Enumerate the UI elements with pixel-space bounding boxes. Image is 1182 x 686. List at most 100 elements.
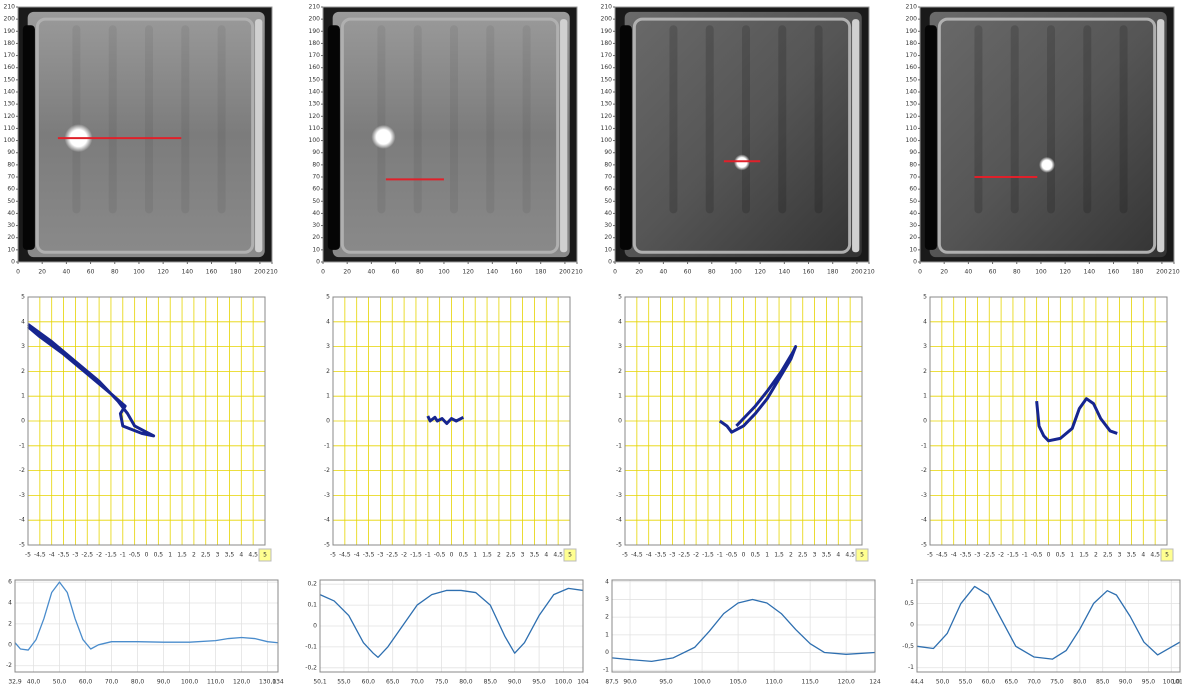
x-tick-label: 40,0	[27, 679, 41, 686]
y-tick-label: 0	[8, 641, 12, 648]
y-tick-label: 180	[601, 40, 613, 47]
x-tick-label: -2	[998, 552, 1004, 559]
y-tick-label: 210	[4, 4, 16, 11]
x-tick-label: 0,5	[751, 552, 761, 559]
y-tick-label: 210	[601, 4, 613, 11]
y-tick-label: 30	[604, 222, 612, 229]
y-tick-label: 4	[8, 600, 12, 607]
x-tick-label: 200	[1156, 269, 1168, 276]
x-tick-label: 2	[192, 552, 196, 559]
x-tick-label: 2	[789, 552, 793, 559]
y-tick-label: 50	[909, 198, 917, 205]
y-tick-label: 2	[326, 368, 330, 375]
y-tick-label: -3	[921, 492, 927, 499]
y-tick-label: 160	[4, 64, 16, 71]
x-tick-label: 140	[1084, 269, 1096, 276]
y-tick-label: -3	[324, 492, 330, 499]
image-border	[614, 6, 870, 263]
image-rod	[705, 25, 714, 214]
image-spot	[371, 124, 396, 149]
y-tick-label: 10	[7, 246, 15, 253]
y-tick-label: -4	[324, 517, 330, 524]
x-tick-label: 100	[438, 269, 450, 276]
plot-border	[624, 296, 863, 546]
y-tick-label: 2	[618, 368, 622, 375]
x-tick-label: 20	[940, 269, 948, 276]
x-tick-label: 0	[918, 269, 922, 276]
x-tick-label: 75,0	[1050, 679, 1064, 686]
y-tick-label: 60	[604, 186, 612, 193]
y-tick-label: 140	[906, 89, 918, 96]
y-tick-label: 200	[601, 16, 613, 23]
y-tick-label: 1	[923, 393, 927, 400]
y-tick-label: 80	[7, 161, 15, 168]
image-rod	[108, 25, 117, 214]
image-edge	[619, 25, 632, 250]
y-tick-label: 180	[906, 40, 918, 47]
y-tick-label: 2	[8, 620, 12, 627]
image-rod	[974, 25, 983, 214]
y-tick-label: 0	[21, 418, 25, 425]
x-tick-label: 50,1	[313, 679, 327, 686]
x-tick-label: 4	[544, 552, 548, 559]
profile	[916, 585, 1181, 660]
y-tick-label: 90	[7, 149, 15, 156]
y-tick-label: 200	[309, 16, 321, 23]
x-tick-label: 60,0	[362, 679, 376, 686]
y-tick-label: 160	[601, 64, 613, 71]
x-tick-label: -3,5	[363, 552, 375, 559]
x-tick-label: 95,0	[659, 679, 673, 686]
range-box	[1160, 548, 1174, 562]
x-tick-label: -4,5	[34, 552, 46, 559]
image-rod	[522, 25, 531, 214]
x-tick-label: -2,5	[678, 552, 690, 559]
y-tick-label: 1	[21, 393, 25, 400]
x-tick-label: 50,0	[53, 679, 67, 686]
x-tick-label: 80	[111, 269, 119, 276]
x-tick-label: 2,5	[201, 552, 211, 559]
x-tick-label: 5	[263, 552, 267, 559]
x-tick-label: 124	[869, 679, 881, 686]
image-border	[919, 6, 1175, 263]
y-tick-label: 60	[312, 186, 320, 193]
x-tick-label: 0	[450, 552, 454, 559]
x-tick-label: -3	[669, 552, 675, 559]
x-tick-label: 101,9	[1171, 679, 1182, 686]
y-tick-label: 200	[906, 16, 918, 23]
profile	[14, 581, 279, 651]
y-tick-label: 100	[309, 137, 321, 144]
y-tick-label: 80	[909, 161, 917, 168]
x-tick-label: 90,0	[623, 679, 637, 686]
y-tick-label: 40	[312, 210, 320, 217]
image-rod	[377, 25, 386, 214]
y-tick-label: 60	[909, 186, 917, 193]
x-tick-label: 120	[157, 269, 169, 276]
y-tick-label: 140	[601, 89, 613, 96]
y-tick-label: 140	[309, 89, 321, 96]
x-tick-label: 200	[559, 269, 571, 276]
y-tick-label: 50	[312, 198, 320, 205]
x-tick-label: 210	[571, 269, 583, 276]
x-tick-label: 1	[473, 552, 477, 559]
y-tick-label: 100	[601, 137, 613, 144]
x-tick-label: -0,5	[726, 552, 738, 559]
y-tick-label: -5	[616, 542, 622, 549]
x-tick-label: 3,5	[1127, 552, 1137, 559]
x-tick-label: 2,5	[1103, 552, 1113, 559]
x-tick-label: -2,5	[983, 552, 995, 559]
x-tick-label: 1,5	[774, 552, 784, 559]
plot-border	[916, 579, 1181, 673]
x-tick-label: 1,5	[177, 552, 187, 559]
x-tick-label: 100	[730, 269, 742, 276]
y-tick-label: 0,1	[307, 602, 317, 609]
x-tick-label: 70,0	[410, 679, 424, 686]
x-tick-label: 210	[863, 269, 875, 276]
x-tick-label: 110,0	[207, 679, 224, 686]
x-tick-label: 80,0	[131, 679, 145, 686]
image-edge	[22, 25, 35, 250]
y-tick-label: 110	[309, 125, 321, 132]
image-body	[332, 11, 570, 258]
x-tick-label: 60	[989, 269, 997, 276]
y-tick-label: 180	[4, 40, 16, 47]
